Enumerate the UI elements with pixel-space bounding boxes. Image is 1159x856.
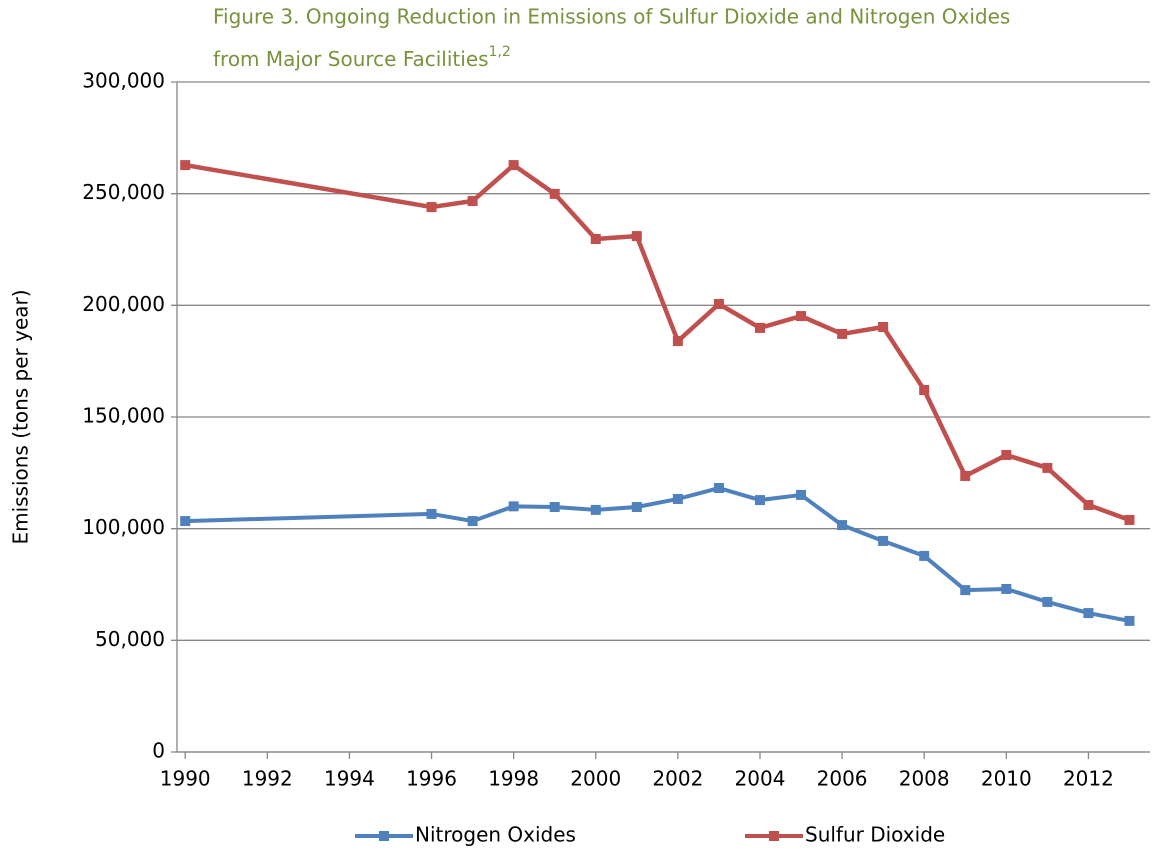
marker: [1001, 449, 1012, 460]
marker: [549, 502, 560, 513]
marker: [713, 298, 724, 309]
marker: [878, 321, 889, 332]
legend-marker: [379, 831, 389, 841]
marker: [508, 501, 519, 512]
y-tick-label: 50,000: [95, 627, 165, 651]
marker: [426, 202, 437, 213]
marker: [754, 495, 765, 506]
legend-marker: [769, 831, 779, 841]
marker: [590, 504, 601, 515]
marker: [837, 328, 848, 339]
series-line: [185, 486, 1130, 623]
y-tick-label: 250,000: [82, 180, 165, 204]
marker: [631, 502, 642, 513]
x-tick-label: 1990: [160, 767, 211, 791]
marker: [796, 489, 807, 500]
y-axis-label: Emissions (tons per year): [9, 289, 33, 544]
x-tick-label: 2002: [652, 767, 703, 791]
marker: [467, 516, 478, 527]
marker: [1042, 462, 1053, 473]
marker: [960, 470, 971, 481]
y-tick-label: 300,000: [82, 69, 165, 93]
legend-label: Sulfur Dioxide: [805, 823, 945, 847]
marker: [919, 384, 930, 395]
marker: [1001, 583, 1012, 594]
x-tick-label: 1994: [324, 767, 375, 791]
y-tick-label: 100,000: [82, 515, 165, 539]
marker: [426, 508, 437, 519]
x-tick-label: 1992: [242, 767, 293, 791]
y-tick-label: 200,000: [82, 292, 165, 316]
marker: [796, 311, 807, 322]
legend-label: Nitrogen Oxides: [415, 823, 576, 847]
x-tick-label: 2004: [735, 767, 786, 791]
marker: [672, 336, 683, 347]
marker: [1042, 596, 1053, 607]
x-tick-label: 2008: [899, 767, 950, 791]
marker: [754, 322, 765, 333]
x-tick-label: 2012: [1063, 767, 1114, 791]
marker: [508, 160, 519, 171]
x-tick-label: 2000: [570, 767, 621, 791]
chart-title-line: from Major Source Facilities: [213, 47, 489, 71]
marker: [878, 535, 889, 546]
marker: [180, 160, 191, 171]
marker: [837, 520, 848, 531]
marker: [672, 493, 683, 504]
chart-title: from Major Source Facilities1,2: [213, 44, 511, 71]
series-line: [184, 162, 1131, 523]
marker: [631, 231, 642, 242]
x-tick-label: 1998: [488, 767, 539, 791]
y-tick-label: 0: [152, 739, 165, 763]
marker: [467, 196, 478, 207]
y-tick-label: 150,000: [82, 404, 165, 428]
marker: [1083, 608, 1094, 619]
marker: [1124, 615, 1135, 626]
marker: [180, 516, 191, 527]
marker: [919, 550, 930, 561]
x-tick-label: 1996: [406, 767, 457, 791]
marker: [1083, 499, 1094, 510]
title-superscript: 1,2: [489, 44, 511, 60]
marker: [590, 234, 601, 245]
x-tick-label: 2006: [817, 767, 868, 791]
marker: [1124, 514, 1135, 525]
marker: [549, 188, 560, 199]
chart-title: Figure 3. Ongoing Reduction in Emissions…: [213, 5, 1010, 29]
marker: [713, 483, 724, 494]
marker: [960, 585, 971, 596]
x-tick-label: 2010: [981, 767, 1032, 791]
